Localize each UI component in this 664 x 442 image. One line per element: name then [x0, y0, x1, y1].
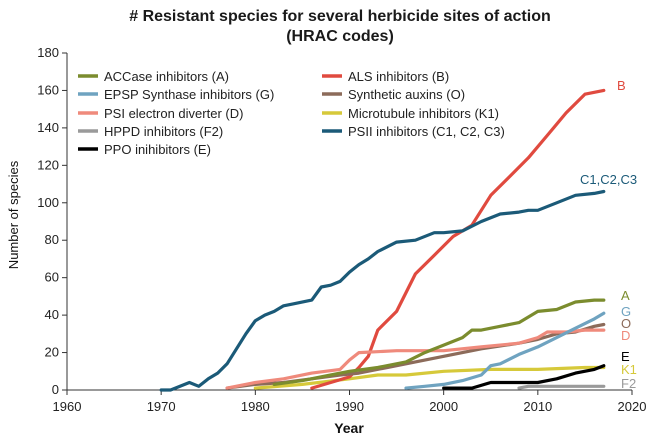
x-tick-label: 1990 [335, 399, 364, 414]
series-line-c1-c2-c3 [159, 189, 606, 392]
end-label: B [617, 78, 626, 93]
series-line-d [225, 328, 606, 390]
y-axis-label: Number of species [6, 160, 21, 269]
series-line-a [272, 298, 606, 386]
end-label: F2 [621, 376, 636, 391]
y-tick-label: 120 [37, 157, 59, 172]
y-tick-label: 140 [37, 120, 59, 135]
x-tick-label: 2010 [523, 399, 552, 414]
series-line-f2 [517, 384, 606, 390]
x-tick-label: 2000 [429, 399, 458, 414]
end-label: D [621, 328, 630, 343]
series-line-e [442, 364, 606, 390]
legend-entry: PSI electron diverter (D) [104, 106, 243, 121]
y-tick-label: 0 [52, 382, 59, 397]
y-tick-label: 180 [37, 45, 59, 60]
end-label: K1 [621, 362, 637, 377]
y-tick-label: 60 [45, 270, 59, 285]
y-tick-label: 80 [45, 232, 59, 247]
series-line-g [404, 311, 606, 390]
end-label: C1,C2,C3 [580, 172, 637, 187]
legend-entry: ACCase inhibitors (A) [104, 69, 229, 84]
legend-entry: HPPD inhibitors (F2) [104, 124, 223, 139]
legend-entry: Microtubule inhibitors (K1) [348, 106, 499, 121]
legend-entry: Synthetic auxins (O) [348, 87, 465, 102]
axes: 0 20 40 60 80 100 120 140 160 180 1960 1970 1980 1990… [37, 45, 646, 414]
x-tick-label: 2020 [618, 399, 647, 414]
legend-entry: PPO inihibitors (E) [104, 142, 211, 157]
y-tick-label: 40 [45, 307, 59, 322]
x-tick-label: 1960 [53, 399, 82, 414]
x-axis-label: Year [334, 420, 364, 436]
y-tick-label: 160 [37, 82, 59, 97]
end-labels: AGD F2 E B O K1 C1,C2,C3 [580, 78, 637, 391]
legend: ACCase inhibitors (A) EPSP Synthase inhib… [78, 69, 505, 157]
y-tick-label: 20 [45, 345, 59, 360]
end-label: G [621, 304, 631, 319]
end-label: A [621, 288, 630, 303]
end-label: E [621, 349, 630, 364]
series-lines [159, 88, 606, 392]
series-line-k1 [253, 365, 606, 390]
chart-title: # Resistant species for several herbicid… [129, 8, 551, 25]
legend-entry: ALS inhibitors (B) [348, 69, 449, 84]
y-tick-label: 100 [37, 195, 59, 210]
x-tick-label: 1980 [241, 399, 270, 414]
end-label: O [621, 316, 631, 331]
chart-subtitle: (HRAC codes) [286, 28, 394, 45]
legend-entry: PSII inhibitors (C1, C2, C3) [348, 124, 505, 139]
x-tick-label: 1970 [147, 399, 176, 414]
legend-entry: EPSP Synthase inhibitors (G) [104, 87, 274, 102]
